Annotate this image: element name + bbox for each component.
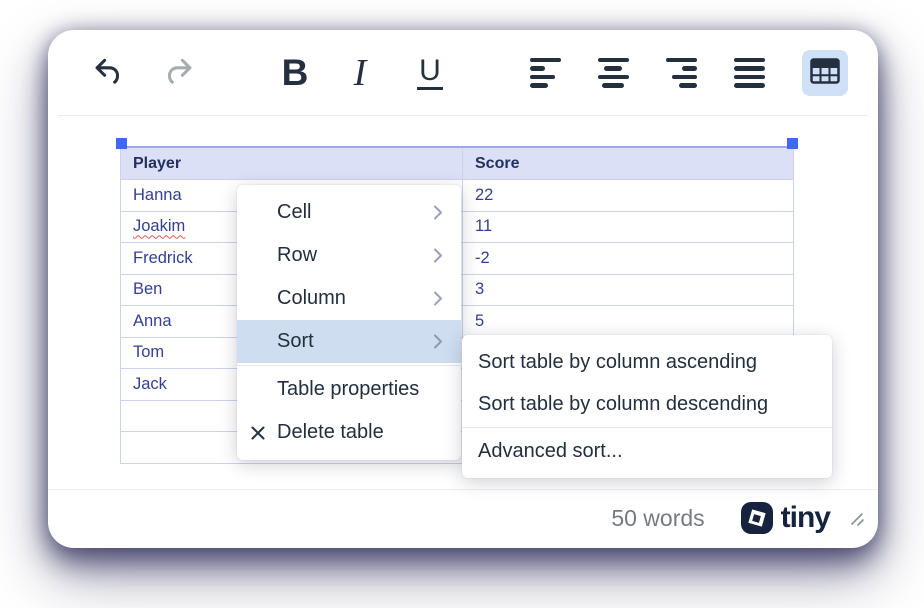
undo-icon [91,57,123,89]
statusbar-divider [48,489,878,490]
redo-button[interactable] [160,53,200,93]
table-icon [810,58,840,87]
menu-item-delete-table[interactable]: Delete table [237,411,461,454]
redo-icon [164,57,196,89]
menu-item-label: Delete table [277,421,384,443]
menu-item-row[interactable]: Row [237,234,461,277]
menu-item-label: Row [277,244,318,266]
table-button[interactable] [802,49,848,96]
sort-submenu: Sort table by column ascending Sort tabl… [462,335,832,478]
menu-item-advanced-sort[interactable]: Advanced sort... [462,430,832,472]
italic-button[interactable]: I [340,53,380,93]
chevron-right-icon [433,247,443,264]
tiny-logo-icon [740,502,773,534]
underline-icon: U [417,55,443,90]
editor-toolbar: B I U [48,30,878,115]
menu-item-sort-ascending[interactable]: Sort table by column ascending [462,341,832,383]
tiny-logo-wordmark: tiny [780,501,831,534]
chevron-right-icon [433,290,443,307]
menu-item-label: Advanced sort... [478,439,623,462]
undo-button[interactable] [87,53,127,93]
statusbar: 50 words tiny [611,498,866,538]
menu-item-label: Column [277,287,346,309]
align-justify-button[interactable] [729,53,769,93]
cell-player[interactable]: Fredrick [133,248,193,267]
tiny-branding[interactable]: tiny [740,501,831,534]
align-justify-icon [733,57,765,88]
cell-score[interactable]: -2 [475,248,490,267]
cell-score[interactable]: 3 [475,280,485,299]
bold-icon: B [281,52,309,93]
cell-player-misspelled[interactable]: Joakim [133,217,186,236]
cell-score[interactable]: 22 [475,185,494,204]
cell-score[interactable]: 5 [475,311,485,330]
table-header-score[interactable]: Score [462,146,794,180]
close-icon [250,425,277,441]
align-left-button[interactable] [525,53,565,93]
chevron-right-icon [433,204,443,221]
cell-player[interactable]: Jack [133,374,167,393]
underline-button[interactable]: U [410,53,450,93]
editor-window: B I U [48,30,878,548]
menu-separator [237,365,461,366]
word-count[interactable]: 50 words [611,504,705,531]
table-header-row: Player Score [120,146,794,180]
table-resize-handle-top-left[interactable] [116,138,127,149]
cell-player[interactable]: Anna [133,311,172,330]
chevron-right-icon [433,333,443,350]
table-header-player[interactable]: Player [120,146,463,180]
menu-item-label: Sort table by column descending [478,392,769,415]
toolbar-divider [58,115,868,116]
table-context-menu: Cell Row Column Sort [237,185,461,460]
menu-item-column[interactable]: Column [237,277,461,320]
align-center-button[interactable] [593,53,633,93]
menu-separator [462,427,832,428]
cell-player[interactable]: Hanna [133,185,182,204]
bold-button[interactable]: B [275,53,315,93]
resize-grip[interactable] [846,508,866,528]
align-right-icon [665,57,697,88]
cell-player[interactable]: Ben [133,280,163,299]
menu-item-sort-descending[interactable]: Sort table by column descending [462,383,832,425]
align-left-icon [529,57,561,88]
align-right-button[interactable] [661,53,701,93]
cell-score[interactable]: 11 [475,217,493,236]
menu-item-sort[interactable]: Sort [237,320,461,363]
align-center-icon [597,57,629,88]
table-row[interactable]: Hanna 22 [120,179,794,212]
menu-item-label: Table properties [277,378,420,400]
menu-item-label: Cell [277,201,312,223]
menu-item-table-properties[interactable]: Table properties [237,368,461,411]
menu-item-cell[interactable]: Cell [237,191,461,234]
italic-icon: I [353,51,367,94]
menu-item-label: Sort [277,330,314,352]
cell-player[interactable]: Tom [133,343,165,362]
menu-item-label: Sort table by column ascending [478,350,758,373]
table-resize-handle-top-right[interactable] [787,138,798,149]
